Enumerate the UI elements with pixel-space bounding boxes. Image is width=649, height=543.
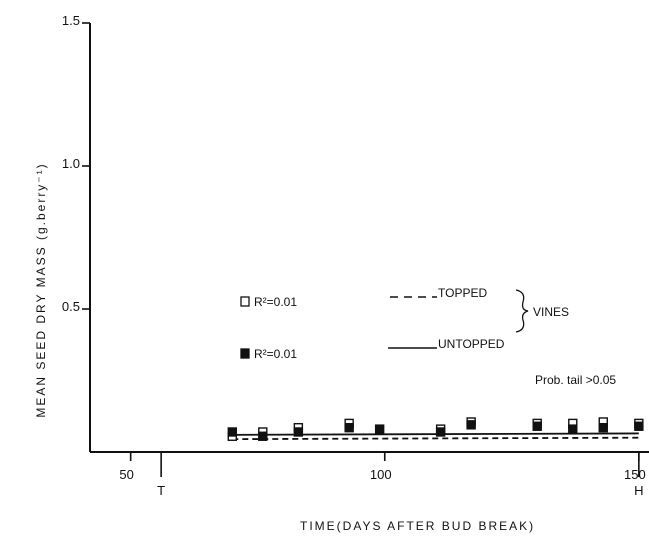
legend: TOPPED UNTOPPED VINES <box>388 286 569 351</box>
fit-line-untopped <box>232 432 639 436</box>
data-point-untopped <box>258 431 268 441</box>
data-point-untopped <box>466 420 476 430</box>
legend-topped-label: TOPPED <box>438 286 487 300</box>
legend-brace <box>515 289 529 333</box>
event-marker-label: H <box>634 483 643 498</box>
data-points <box>227 417 644 441</box>
x-tick-label: 50 <box>119 467 133 482</box>
r2-untopped-label: R²=0.01 <box>254 347 297 361</box>
r2-untopped-marker <box>240 348 250 359</box>
fit-line-topped <box>232 436 639 441</box>
data-point-untopped <box>634 421 644 431</box>
y-axis-title: MEAN SEED DRY MASS (g.berry⁻¹) <box>34 162 48 417</box>
data-point-untopped <box>532 421 542 431</box>
y-tick-label: 1.0 <box>62 156 80 171</box>
data-point-untopped <box>344 422 354 433</box>
data-point-untopped <box>435 427 446 437</box>
event-marker-label: T <box>157 483 165 498</box>
legend-group-label: VINES <box>533 305 569 319</box>
y-tick-label: 0.5 <box>62 299 80 314</box>
fit-lines <box>232 432 639 441</box>
x-tick-label: 100 <box>370 467 392 482</box>
data-point-untopped <box>293 427 304 437</box>
r2-topped-marker <box>240 296 250 307</box>
r2-topped-label: R²=0.01 <box>254 295 297 309</box>
probability-annotation: Prob. tail >0.05 <box>535 373 616 387</box>
y-tick-label: 1.5 <box>62 13 80 28</box>
legend-untopped-label: UNTOPPED <box>438 337 505 351</box>
axes <box>89 23 649 453</box>
data-point-untopped <box>374 424 385 434</box>
x-axis-title: TIME(DAYS AFTER BUD BREAK) <box>300 519 535 533</box>
r2-untopped-group: R²=0.01 <box>240 347 297 361</box>
data-point-untopped <box>598 422 608 433</box>
data-point-untopped <box>227 427 237 437</box>
data-point-untopped <box>568 424 578 434</box>
ticks: 0.5 1.0 1.5 50 100 150 T H <box>62 13 646 498</box>
x-tick-label: 150 <box>624 467 646 482</box>
r2-topped-group: R²=0.01 <box>240 295 297 309</box>
